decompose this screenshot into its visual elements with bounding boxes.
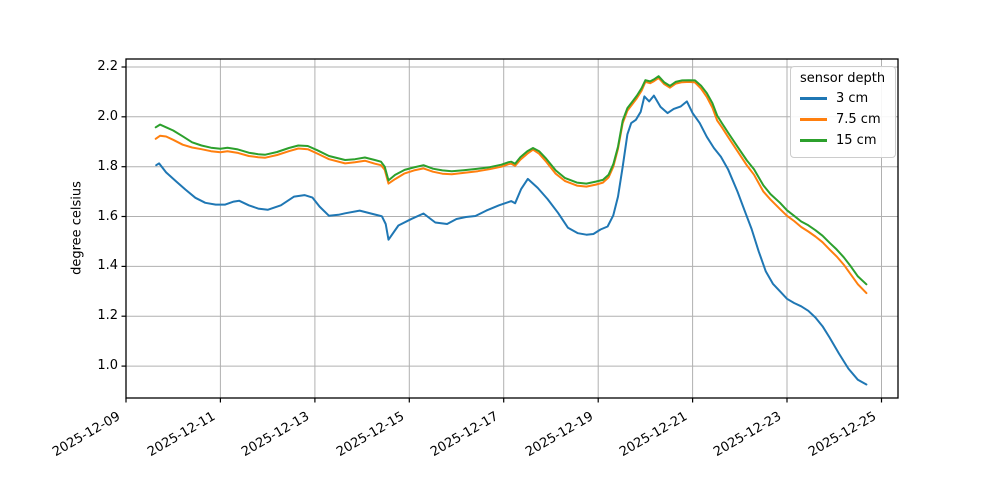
series-line-7-5-cm — [154, 76, 868, 295]
line-swatch-15cm-icon — [800, 139, 827, 142]
y-tick-label: 1.6 — [97, 208, 118, 224]
y-tick-label: 2.2 — [97, 58, 118, 74]
legend-item-3cm: 3 cm — [800, 88, 885, 109]
legend-item-15cm: 15 cm — [800, 130, 885, 151]
series-line-15-cm — [154, 75, 868, 286]
legend-label-7-5cm: 7.5 cm — [836, 112, 881, 127]
legend-label-15cm: 15 cm — [836, 133, 877, 148]
line-swatch-3cm-icon — [800, 97, 827, 100]
y-tick-label: 1.4 — [97, 258, 118, 274]
y-tick-label: 2.0 — [97, 108, 118, 124]
legend: sensor depth 3 cm 7.5 cm 15 cm — [790, 66, 897, 158]
legend-label-3cm: 3 cm — [836, 91, 869, 106]
legend-item-7-5cm: 7.5 cm — [800, 109, 885, 130]
y-tick-label: 1.0 — [97, 358, 118, 374]
y-tick-label: 1.2 — [97, 308, 118, 324]
axes-spines — [125, 58, 899, 399]
y-tick-label: 1.8 — [97, 158, 118, 174]
legend-title: sensor depth — [800, 71, 886, 86]
line-swatch-7-5cm-icon — [800, 118, 827, 121]
series-line-3-cm — [155, 94, 868, 386]
